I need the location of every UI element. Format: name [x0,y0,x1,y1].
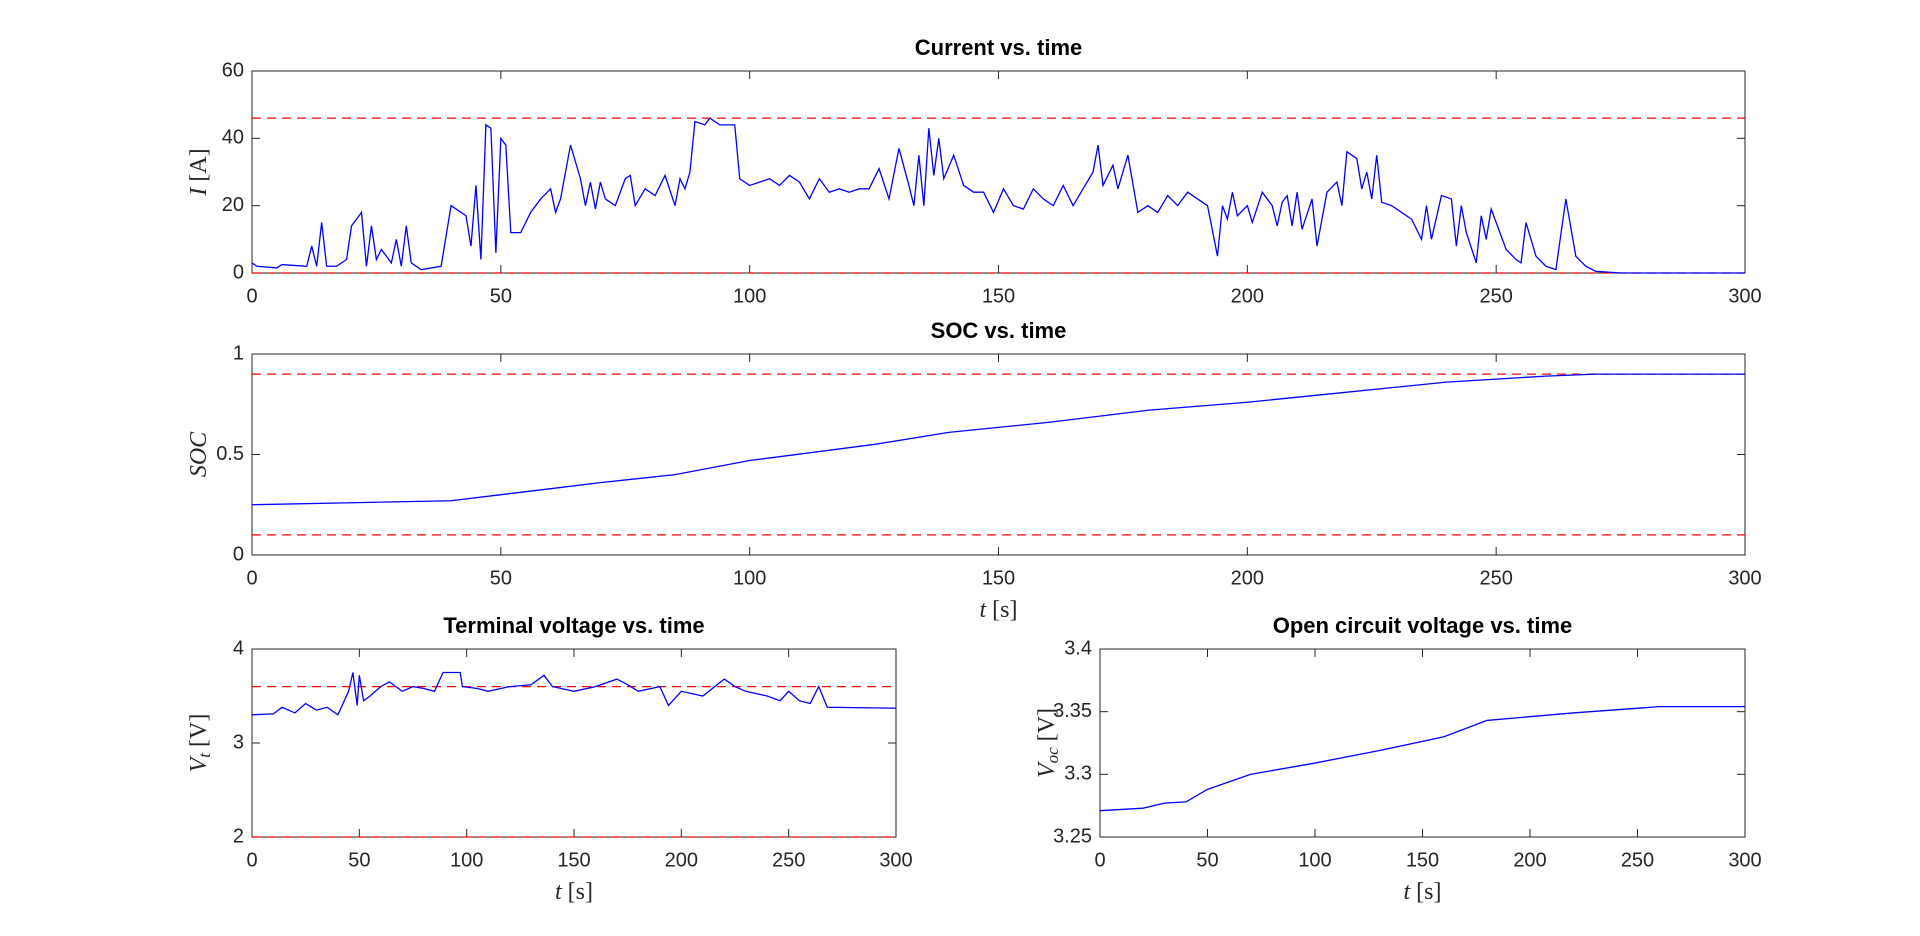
axes: 0 50 100 150 200 250 300 0 20 40 60 Current vs. tim… [186,35,1762,307]
x-tick-label: 0 [246,285,257,307]
y-tick-label: 3.35 [1053,700,1092,722]
data-line [251,117,1745,274]
chart-title: Terminal voltage vs. time [443,613,704,638]
x-tick-label: 50 [348,849,370,871]
x-tick-label: 100 [450,849,483,871]
y-tick-label: 3.3 [1064,763,1092,785]
x-tick-label: 100 [733,567,766,589]
x-tick-label: 50 [490,285,512,307]
y-tick-label: 20 [222,194,244,216]
plot-area [251,70,1746,274]
x-tick-label: 150 [982,285,1015,307]
x-tick-label: 50 [490,567,512,589]
x-label-symbol: t [555,879,563,905]
plot-area [251,353,1746,556]
data-line [251,373,1745,506]
y-label-subscript: oc [1043,747,1062,764]
x-axis-label: t [s] [980,597,1018,623]
x-tick-label: 150 [1406,849,1439,871]
y-label-unit: [V] [1034,708,1060,741]
axes: 0 50 100 150 200 250 300 2 3 4 Terminal voltage vs… [186,613,913,905]
y-label-unit: [A] [186,148,212,181]
x-tick-label: 200 [1513,849,1546,871]
plot-area [1099,648,1746,838]
axes: 0 50 100 150 200 250 300 3.25 3.3 3.35 3.4 Open cir… [1034,613,1762,905]
data-line [251,671,897,716]
x-tick-label: 200 [1231,285,1264,307]
y-label-subscript: t [195,752,214,758]
x-tick-label: 150 [557,849,590,871]
x-tick-label: 0 [246,849,257,871]
x-tick-label: 300 [879,849,912,871]
y-tick-label: 60 [222,59,244,81]
x-tick-label: 100 [1298,849,1331,871]
y-tick-label: 3.4 [1064,637,1092,659]
x-tick-label: 50 [1196,849,1218,871]
x-label-symbol: t [980,597,988,623]
y-tick-label: 3 [233,731,244,753]
y-tick-label: 0 [233,261,244,283]
y-axis-label: Vt [V] [186,714,214,773]
x-tick-label: 250 [1479,285,1512,307]
y-tick-label: 2 [233,825,244,847]
y-label-symbol: SOC [186,431,212,477]
x-label-unit: [s] [568,879,593,905]
data-line [1099,706,1745,812]
x-label-unit: [s] [992,597,1017,623]
y-tick-label: 1 [233,342,244,364]
x-tick-label: 0 [1094,849,1105,871]
x-tick-label: 250 [1621,849,1654,871]
y-axis-label: I [A] [186,148,212,196]
y-axis-label: SOC [186,431,212,477]
x-tick-label: 300 [1728,849,1761,871]
y-tick-label: 0 [233,543,244,565]
x-axis-label: t [s] [1404,879,1442,905]
plot-area [251,648,897,838]
x-tick-label: 300 [1728,285,1761,307]
y-axis-label: Voc [V] [1034,708,1062,778]
x-tick-label: 100 [733,285,766,307]
y-label-unit: [V] [186,714,212,747]
y-tick-label: 40 [222,127,244,149]
x-tick-label: 200 [665,849,698,871]
x-tick-label: 150 [982,567,1015,589]
y-tick-label: 0.5 [216,443,244,465]
y-label-symbol: I [186,187,212,197]
chart-title: Current vs. time [915,35,1083,60]
axes: 0 50 100 150 200 250 300 0 0.5 1 SOC vs. time SOC t[… [186,318,1762,623]
x-label-unit: [s] [1416,879,1441,905]
y-label-symbol: V [1034,761,1060,778]
x-tick-label: 300 [1728,567,1761,589]
x-label-symbol: t [1404,879,1412,905]
x-tick-label: 200 [1231,567,1264,589]
chart-title: Open circuit voltage vs. time [1273,613,1573,638]
y-label-symbol: V [186,755,212,772]
x-tick-label: 250 [1479,567,1512,589]
y-tick-label: 3.25 [1053,825,1092,847]
x-axis-label: t [s] [555,879,593,905]
x-tick-label: 0 [246,567,257,589]
x-tick-label: 250 [772,849,805,871]
y-tick-label: 4 [233,637,244,659]
chart-title: SOC vs. time [931,318,1067,343]
